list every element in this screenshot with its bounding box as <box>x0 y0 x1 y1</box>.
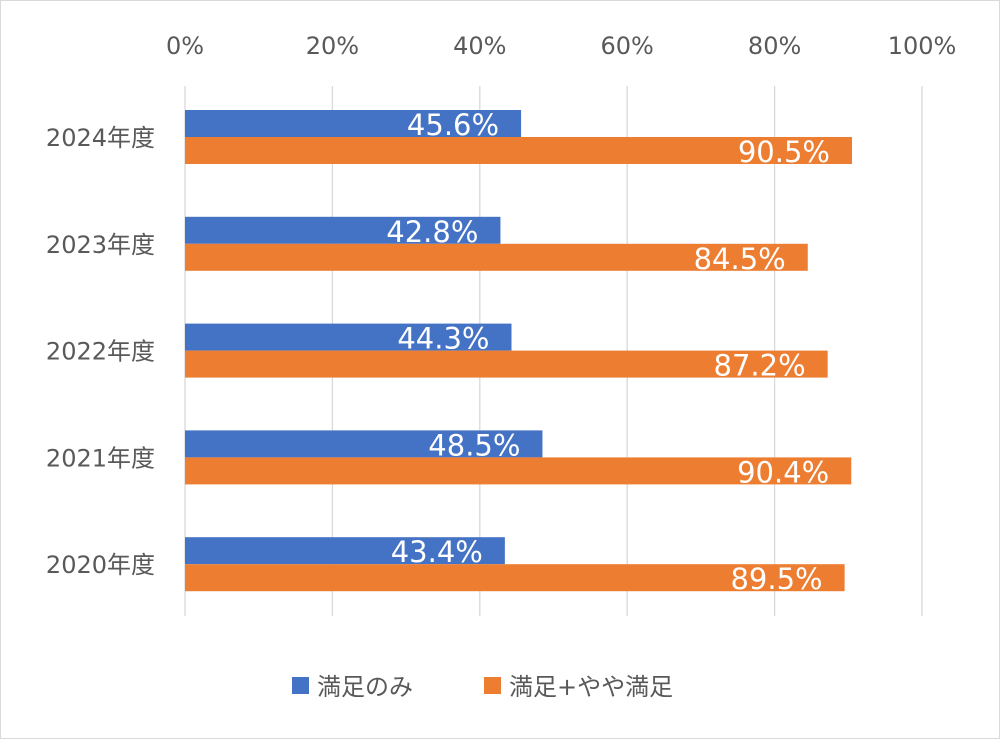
legend-swatch <box>292 677 309 694</box>
category-label: 2020年度 <box>46 551 155 579</box>
data-label: 43.4% <box>391 535 483 569</box>
data-label: 42.8% <box>386 215 478 249</box>
bar-satisfied-plus-somewhat <box>185 137 852 164</box>
bar-satisfied-plus-somewhat <box>185 457 852 485</box>
x-tick-label: 60% <box>601 32 654 60</box>
data-label: 45.6% <box>407 108 499 142</box>
data-labels: 45.6% 90.5% 42.8% 84.5% 44.3% 87.2% 48.5% 90.4%… <box>386 108 830 596</box>
bar-satisfied-only <box>185 323 512 351</box>
legend: 満足のみ 満足+やや満足 <box>292 673 673 701</box>
x-tick-label: 0% <box>166 32 204 60</box>
legend-swatch <box>484 677 501 694</box>
category-label: 2021年度 <box>46 444 155 472</box>
data-label: 87.2% <box>714 349 806 383</box>
data-label: 90.4% <box>737 455 829 489</box>
x-tick-label: 100% <box>888 32 957 60</box>
x-tick-label: 20% <box>306 32 359 60</box>
x-axis-ticks: 0% 20% 40% 60% 80% 100% <box>166 32 956 60</box>
category-label: 2022年度 <box>46 338 155 366</box>
data-label: 90.5% <box>738 135 830 169</box>
bar-satisfied-only <box>185 216 501 244</box>
bar-satisfied-plus-somewhat <box>185 564 845 592</box>
data-label: 89.5% <box>730 562 822 596</box>
data-label: 44.3% <box>397 322 489 356</box>
legend-label: 満足+やや満足 <box>509 673 673 701</box>
bar-satisfied-only <box>185 430 543 458</box>
data-label: 84.5% <box>694 242 786 276</box>
bar-satisfied-plus-somewhat <box>185 350 828 378</box>
legend-label: 満足のみ <box>317 673 413 701</box>
bar-satisfied-plus-somewhat <box>185 243 808 271</box>
bar-satisfied-only <box>185 110 522 137</box>
data-label: 48.5% <box>428 428 520 462</box>
x-tick-label: 40% <box>453 32 506 60</box>
y-axis-categories: 2024年度 2023年度 2022年度 2021年度 2020年度 <box>46 124 155 579</box>
category-label: 2024年度 <box>46 124 155 152</box>
category-label: 2023年度 <box>46 231 155 259</box>
x-tick-label: 80% <box>748 32 801 60</box>
bar-satisfied-only <box>185 537 505 565</box>
bars <box>185 110 852 592</box>
